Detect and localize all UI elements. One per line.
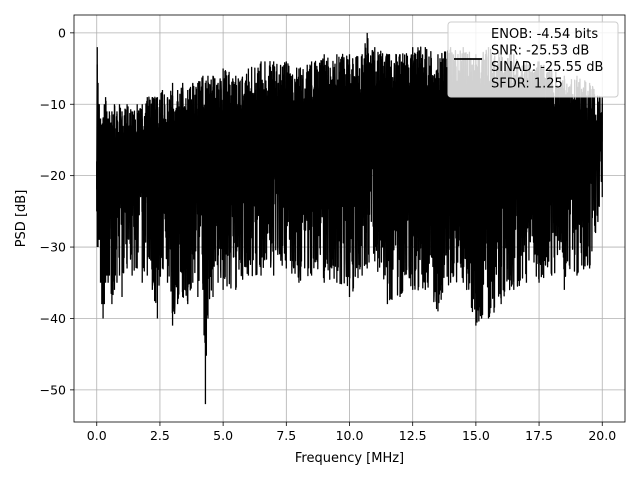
y-axis-label: PSD [dB] xyxy=(14,190,29,248)
ticks: 0.0 2.5 5.0 7.5 10.0 12.5 15.0 17.5 20.0 0 −10 −20 −… xyxy=(40,25,617,443)
legend-entry-sfdr: SFDR: 1.25 xyxy=(491,77,563,92)
plot-area xyxy=(96,32,603,405)
y-tick-label: −30 xyxy=(40,240,66,255)
y-tick-label: −50 xyxy=(40,382,66,397)
x-tick-label: 15.0 xyxy=(462,428,490,443)
y-tick-label: 0 xyxy=(58,25,66,40)
x-tick-label: 17.5 xyxy=(525,428,553,443)
y-tick-label: −10 xyxy=(40,97,66,112)
legend: ENOB: -4.54 bits SNR: -25.53 dB SINAD: -… xyxy=(447,21,619,98)
x-tick-label: 2.5 xyxy=(150,428,170,443)
psd-series-extremes xyxy=(96,32,603,405)
legend-box xyxy=(447,21,619,98)
x-tick-label: 5.0 xyxy=(213,428,233,443)
y-tick-label: −40 xyxy=(40,311,66,326)
x-tick-label: 20.0 xyxy=(588,428,616,443)
x-tick-label: 7.5 xyxy=(276,428,296,443)
legend-entry-snr: SNR: -25.53 dB xyxy=(491,44,589,59)
legend-entry-enob: ENOB: -4.54 bits xyxy=(491,27,598,42)
y-tick-label: −20 xyxy=(40,168,66,183)
x-tick-label: 0.0 xyxy=(87,428,107,443)
x-tick-label: 12.5 xyxy=(399,428,427,443)
x-axis-label: Frequency [MHz] xyxy=(295,451,404,466)
legend-entry-sinad: SINAD: -25.55 dB xyxy=(491,60,603,75)
x-tick-label: 10.0 xyxy=(336,428,364,443)
